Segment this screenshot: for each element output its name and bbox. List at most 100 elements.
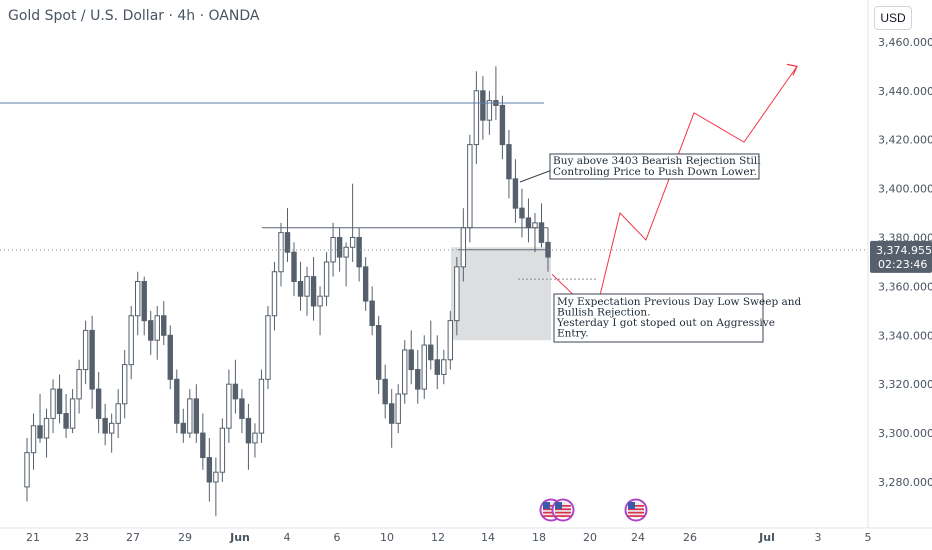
candle: [115, 389, 121, 438]
candle-body: [271, 271, 278, 317]
candle-body: [473, 90, 480, 146]
candle: [362, 257, 369, 311]
candle: [525, 198, 532, 243]
candle-body: [154, 315, 160, 341]
time-tick-label: 12: [431, 531, 445, 544]
candle: [512, 159, 519, 223]
candle-body: [317, 295, 323, 307]
currency-selector[interactable]: USD: [874, 6, 912, 30]
candle: [441, 349, 447, 385]
candle-body: [297, 281, 304, 297]
flag-stripe: [628, 511, 644, 514]
candle: [506, 129, 512, 199]
time-tick-label: 10: [380, 531, 394, 544]
candle-body: [480, 90, 486, 121]
candle: [82, 320, 89, 385]
candle: [187, 389, 193, 438]
level-lines: [0, 102, 868, 280]
candle: [43, 408, 50, 458]
candle: [356, 227, 362, 282]
time-tick-label: 23: [75, 531, 89, 544]
candle: [278, 222, 284, 287]
candle: [167, 325, 173, 390]
candle-body: [148, 320, 154, 341]
candle: [148, 310, 154, 355]
candle: [232, 359, 239, 414]
candle: [239, 389, 245, 434]
candle: [304, 266, 310, 316]
candle: [532, 213, 538, 253]
candle-body: [141, 281, 147, 322]
candle-body: [291, 251, 297, 283]
candle: [200, 413, 206, 470]
flag-canton: [628, 502, 635, 509]
buy-note-line: Buy above 3403 Bearish Rejection Still: [553, 155, 761, 167]
us-event-icon: [624, 498, 648, 522]
candle-body: [239, 398, 245, 419]
candle-body: [135, 281, 141, 317]
candle-body: [24, 452, 30, 488]
flag-stripe: [543, 508, 559, 511]
candle-body: [245, 417, 252, 444]
candle-body: [506, 144, 512, 180]
candle: [95, 371, 102, 434]
candle-body: [499, 104, 506, 146]
current-price-label: 3,374.955: [876, 244, 932, 257]
candle-body: [486, 100, 493, 121]
flag-stripe: [555, 511, 571, 514]
time-tick-label: 5: [865, 531, 872, 544]
candle: [467, 134, 473, 243]
candle: [121, 349, 128, 419]
candle: [519, 188, 525, 238]
expect-note-line: Entry.: [557, 328, 589, 340]
candle: [154, 305, 160, 360]
candle-body: [128, 315, 134, 366]
candle: [447, 310, 454, 370]
candle: [265, 305, 271, 390]
price-tick-label: 3,360.000: [878, 280, 932, 293]
candle-body: [467, 144, 473, 229]
candle-body: [226, 383, 232, 429]
candle-body: [265, 315, 271, 380]
flag-canton: [543, 502, 550, 509]
price-tick-label: 3,460.000: [878, 36, 932, 49]
candle: [258, 369, 265, 443]
candle-body: [232, 383, 239, 400]
candle: [454, 257, 460, 336]
candle-body: [408, 349, 414, 371]
projection-arrowhead: [786, 63, 798, 76]
price-tick-label: 3,280.000: [878, 476, 932, 489]
candle-body: [447, 320, 454, 361]
projection-path-layer: [551, 63, 798, 317]
flag-stripe: [628, 505, 644, 507]
candle-body: [167, 334, 173, 380]
candle-body: [95, 388, 102, 419]
candle: [206, 437, 213, 502]
candle: [486, 90, 493, 135]
candle: [402, 340, 408, 404]
candle: [317, 286, 323, 336]
candle: [193, 384, 200, 443]
candle-body: [82, 329, 89, 371]
buy-note-box: [549, 153, 760, 180]
candle-body: [395, 393, 401, 424]
bar-countdown-label: 02:23:46: [878, 258, 927, 271]
price-tag-box: [870, 240, 932, 273]
candle: [56, 374, 63, 424]
candle: [493, 66, 499, 121]
candle: [389, 389, 395, 448]
candle: [161, 301, 167, 346]
candle-body: [200, 432, 206, 459]
candle: [499, 95, 506, 160]
projection-path: [551, 66, 798, 317]
candle-body: [180, 422, 187, 434]
candle: [369, 286, 375, 336]
candle: [50, 379, 56, 434]
candle-body: [121, 364, 128, 405]
candle-body: [43, 417, 50, 439]
flag-stripe: [628, 508, 644, 511]
candle: [428, 320, 434, 370]
time-axis[interactable]: 21 23 27 29 Jun 4 6 10 12 14 18 20 24 26 Jul 3 5: [0, 527, 932, 544]
